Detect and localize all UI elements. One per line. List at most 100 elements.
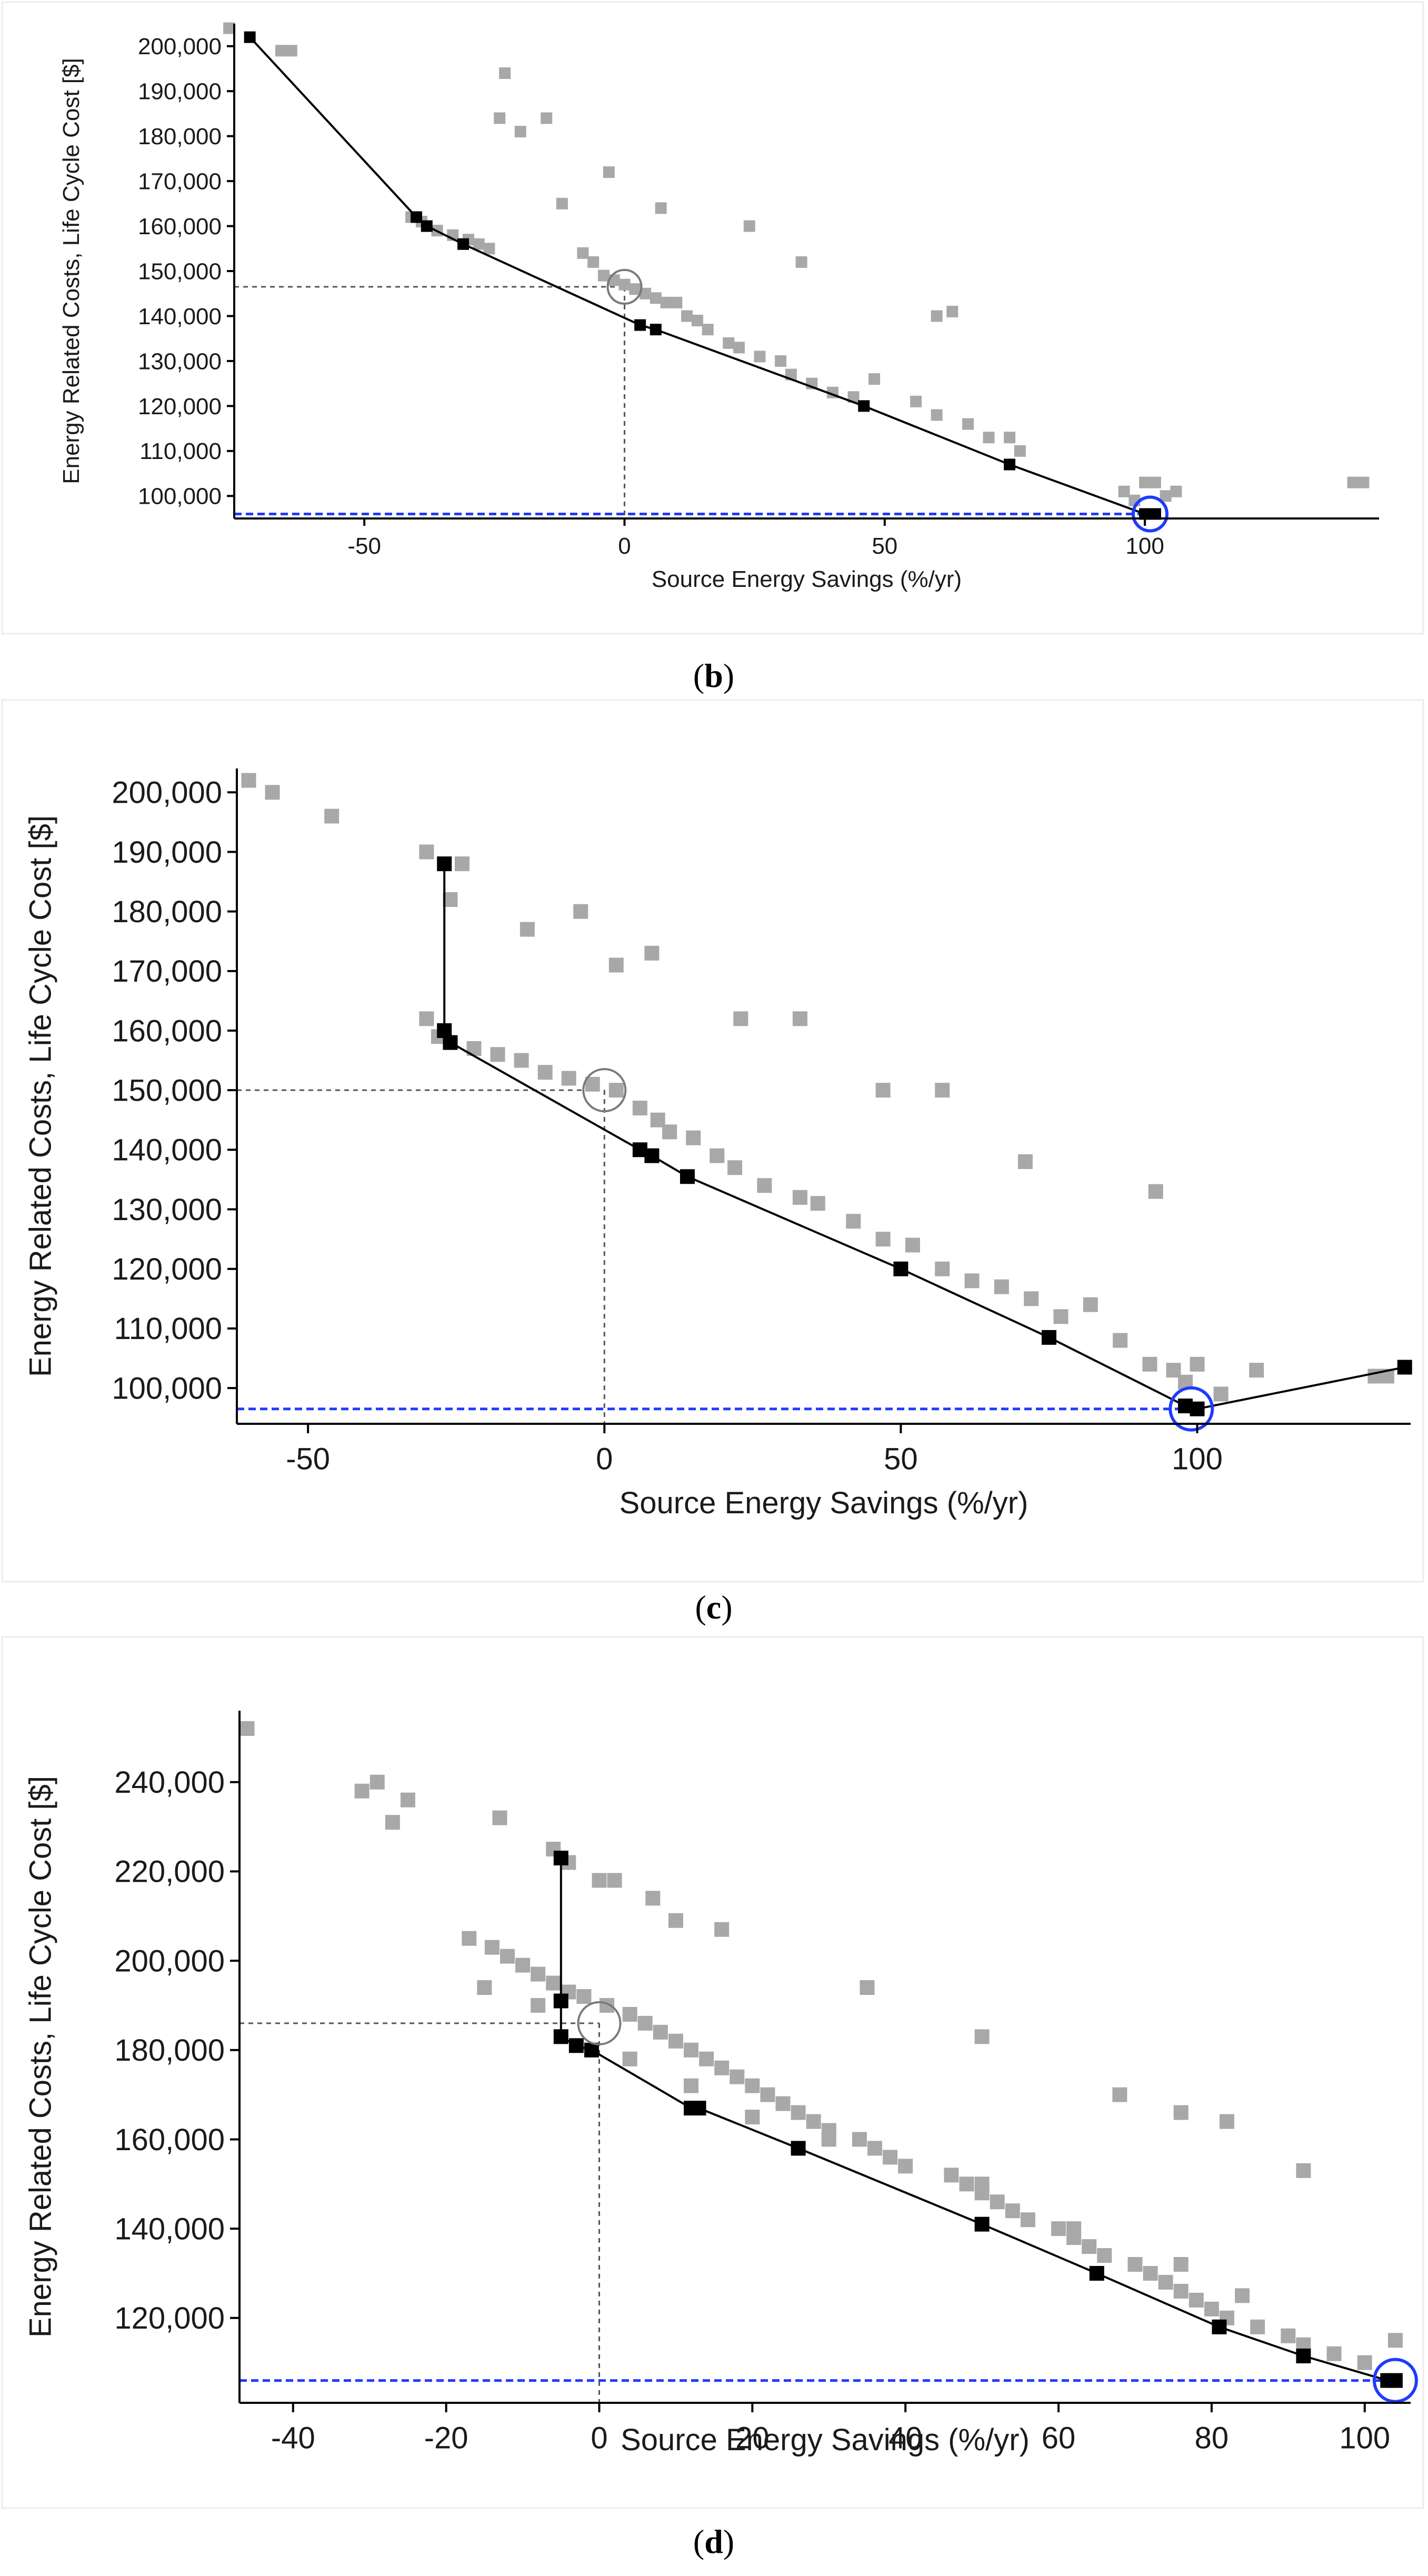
chart-b-sim-point (275, 45, 287, 57)
chart-d-sim-point (745, 2110, 760, 2125)
chart-c-x-tick-label: 50 (884, 1442, 918, 1476)
chart-d-sim-point (1112, 2087, 1127, 2102)
chart-d-sim-point (730, 2069, 745, 2084)
chart-d-x-tick-label: 20 (735, 2421, 770, 2455)
panel-c-frame (1, 699, 1424, 1583)
chart-c-sim-point (1148, 1184, 1163, 1199)
chart-c-y-tick-label: 170,000 (112, 954, 222, 989)
chart-d-sim-point (500, 1949, 515, 1964)
chart-b-optimum-circle (1132, 495, 1169, 533)
chart-b-y-tick-label: 200,000 (138, 34, 222, 59)
chart-c-sim-point (490, 1047, 505, 1062)
chart-d-sim-point (1204, 2301, 1219, 2317)
chart-c-sim-point (419, 844, 434, 860)
chart-d-sim-point (974, 2176, 990, 2192)
chart-c-sim-point (585, 1076, 600, 1092)
chart-c-y-tick-label: 120,000 (112, 1252, 222, 1286)
chart-d-pareto-point (1387, 2373, 1403, 2388)
chart-d-sim-point (1143, 2265, 1158, 2281)
chart-d-y-tick-label: 240,000 (114, 1765, 225, 1800)
chart-d-x-tick-label: 80 (1195, 2421, 1229, 2455)
chart-d-sim-point (668, 1913, 683, 1928)
panel-b: -50 0 50 100 100,000 110,000 120,000 130,000 140… (1, 1, 1424, 694)
chart-c-sim-point (792, 1011, 807, 1026)
chart-b-sim-point (795, 256, 807, 268)
chart-d-sim-point (745, 2078, 760, 2093)
chart-b-y-tick-label: 150,000 (138, 258, 222, 284)
chart-c-pareto-point (1397, 1360, 1412, 1375)
chart-c-sim-point (875, 1232, 891, 1247)
panel-d-caption-letter: d (704, 2523, 723, 2560)
chart-c-y-tick-label: 160,000 (112, 1014, 222, 1048)
chart-c-optimum-circle (1169, 1386, 1214, 1432)
chart-c-pareto-point (437, 856, 452, 872)
panel-b-plot: -50 0 50 100 100,000 110,000 120,000 130,000 140… (58, 22, 1379, 592)
chart-c-y-tick-label: 190,000 (112, 835, 222, 870)
chart-b-sim-point (603, 166, 615, 178)
chart-b-sim-point (597, 269, 610, 282)
chart-d-sim-point (821, 2132, 836, 2147)
chart-d-pareto-point (553, 2029, 568, 2044)
chart-c-sim-point (733, 1011, 748, 1026)
panel-d-caption: (d) (693, 2523, 734, 2560)
chart-b-pareto-point (858, 400, 870, 412)
chart-d-sim-point (370, 1774, 385, 1790)
chart-d-sim-point (1250, 2319, 1265, 2334)
chart-d-sim-point (607, 1873, 622, 1888)
chart-c-sim-point (1142, 1356, 1157, 1372)
chart-d-sim-point (515, 1958, 531, 1973)
chart-d-sim-point (1281, 2328, 1296, 2343)
chart-c-sim-point (324, 808, 339, 824)
chart-b-y-tick-label: 100,000 (138, 484, 222, 510)
chart-c-sim-point (419, 1011, 434, 1026)
chart-b-sim-point (691, 315, 703, 326)
chart-c-sim-point (792, 1190, 807, 1205)
chart-c-sim-point (810, 1196, 825, 1211)
chart-d-y-tick-label: 120,000 (114, 2301, 225, 2335)
chart-d-sim-point (576, 1989, 592, 2004)
chart-b-sim-point (962, 418, 974, 430)
chart-c-sim-point (757, 1178, 772, 1193)
chart-d-sim-point (791, 2105, 806, 2120)
chart-d-sim-point (806, 2114, 821, 2129)
chart-b-sim-point (946, 305, 958, 317)
chart-d-x-tick-label: 60 (1042, 2421, 1076, 2455)
chart-d-pareto-point (568, 2038, 584, 2053)
chart-d-x-tick-label: -20 (424, 2421, 468, 2455)
chart-b-sim-point (483, 243, 495, 255)
panel-d-caption-close: ) (723, 2523, 734, 2560)
panel-c-caption-open: ( (695, 1589, 706, 1626)
panel-c-plot: -50 0 50 100 100,000 110,000 120,000 130,000 140… (23, 768, 1412, 1520)
panel-c-caption: (c) (695, 1589, 732, 1626)
chart-b-y-tick-label: 120,000 (138, 394, 222, 420)
chart-d-pareto-point (1296, 2348, 1311, 2363)
chart-b-y-axis-label: Energy Related Costs, Life Cycle Cost [$… (58, 58, 84, 484)
chart-d-sim-point (1387, 2333, 1403, 2348)
chart-d-sim-point (531, 1966, 546, 1982)
chart-b-sim-point (733, 342, 745, 354)
chart-d-sim-point (477, 1980, 492, 1995)
chart-b-sim-point (223, 22, 235, 34)
chart-d-sim-point (1235, 2288, 1250, 2303)
chart-b-y-tick-label: 180,000 (138, 124, 222, 149)
chart-c-y-axis-label: Energy Related Costs, Life Cycle Cost [$… (23, 815, 57, 1377)
chart-d-x-axis-label: Source Energy Savings (%/yr) (621, 2423, 1030, 2457)
chart-c-pareto-point (680, 1169, 695, 1184)
chart-c-sim-point (1024, 1291, 1039, 1306)
chart-d-sim-point (400, 1792, 415, 1808)
chart-b-sim-point (629, 283, 641, 295)
chart-c-sim-point (514, 1053, 529, 1068)
chart-b-sim-point (931, 310, 943, 322)
chart-c-sim-point (935, 1261, 950, 1276)
chart-c-sim-point (875, 1083, 891, 1098)
chart-c-sim-point (1190, 1356, 1205, 1372)
chart-c-y-tick-label: 110,000 (114, 1312, 222, 1346)
panel-d: -40 -20 0 20 40 60 80 100 120,000 140,000 160,000 1… (1, 1636, 1424, 2560)
chart-c-x-axis-label: Source Energy Savings (%/yr) (620, 1486, 1028, 1520)
chart-c-x-tick-label: -50 (286, 1442, 330, 1476)
chart-b-sim-point (1357, 476, 1370, 488)
chart-d-sim-point (1158, 2274, 1173, 2290)
chart-b-sim-point (650, 292, 662, 304)
chart-d-sim-point (974, 2029, 990, 2044)
chart-b-y-tick-label: 170,000 (138, 168, 222, 194)
